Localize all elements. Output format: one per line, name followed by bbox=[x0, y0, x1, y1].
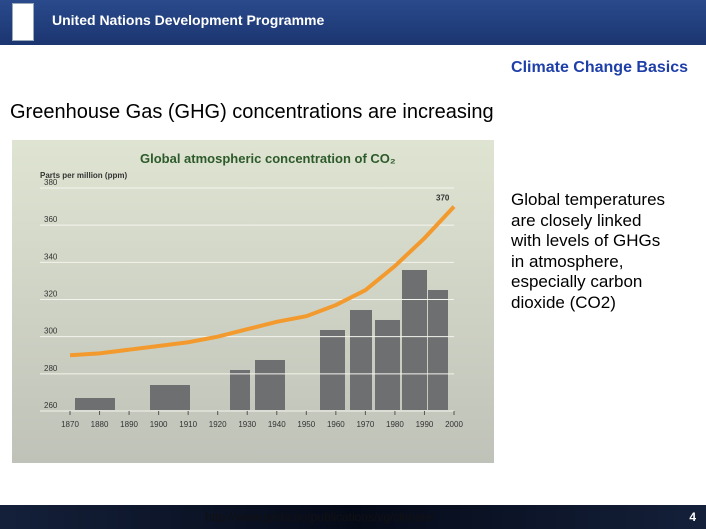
x-tick-label: 1890 bbox=[120, 420, 138, 429]
chart-title: Global atmospheric concentration of CO₂ bbox=[140, 151, 396, 166]
co2-line bbox=[69, 205, 456, 358]
body-line: Global temperatures bbox=[511, 190, 666, 209]
x-tick-label: 1940 bbox=[268, 420, 286, 429]
footer-url: http://www.grida.no/publications/vg/clim… bbox=[205, 510, 435, 524]
y-tick-label: 380 bbox=[44, 178, 58, 187]
header-bar bbox=[0, 0, 706, 45]
y-tick-label: 360 bbox=[44, 215, 58, 224]
section-title: Climate Change Basics bbox=[511, 59, 688, 76]
body-line: in atmosphere, bbox=[511, 251, 624, 271]
y-axis-label: Parts per million (ppm) bbox=[40, 171, 127, 180]
x-tick-label: 1910 bbox=[179, 420, 197, 429]
x-tick-label: 1880 bbox=[91, 420, 109, 429]
x-tick-label: 1970 bbox=[356, 420, 374, 429]
x-tick-label: 1900 bbox=[150, 420, 168, 429]
body-line: are closely linked bbox=[511, 210, 642, 230]
y-tick-label: 300 bbox=[44, 327, 58, 336]
body-text: Global temperatures are closely linked wit… bbox=[511, 190, 665, 313]
x-tick-label: 1980 bbox=[386, 420, 404, 429]
logo bbox=[12, 3, 34, 41]
x-tick-label: 1930 bbox=[238, 420, 256, 429]
body-line: with levels of GHGs bbox=[511, 231, 661, 250]
y-tick-label: 280 bbox=[44, 364, 58, 373]
x-tick-label: 1960 bbox=[327, 420, 345, 429]
slide-title: Greenhouse Gas (GHG) concentrations are … bbox=[10, 101, 494, 123]
annotation: 370 bbox=[436, 194, 450, 203]
x-tick-label: 1920 bbox=[209, 420, 227, 429]
x-tick-label: 1870 bbox=[61, 420, 79, 429]
body-line: especially carbon bbox=[511, 272, 643, 291]
y-tick-label: 260 bbox=[44, 401, 58, 410]
organization: United Nations Development Programme bbox=[52, 12, 325, 28]
x-tick-label: 1990 bbox=[416, 420, 434, 429]
body-line: dioxide (CO2) bbox=[511, 292, 616, 312]
x-tick-label: 1950 bbox=[297, 420, 315, 429]
page-number: 4 bbox=[689, 510, 696, 524]
y-tick-label: 340 bbox=[44, 252, 58, 261]
chart: Global atmospheric concentration of CO₂ P… bbox=[12, 140, 494, 463]
city-skyline bbox=[75, 270, 448, 410]
footer-bar bbox=[0, 505, 706, 529]
y-tick-label: 320 bbox=[44, 290, 58, 299]
x-tick-label: 2000 bbox=[445, 420, 463, 429]
